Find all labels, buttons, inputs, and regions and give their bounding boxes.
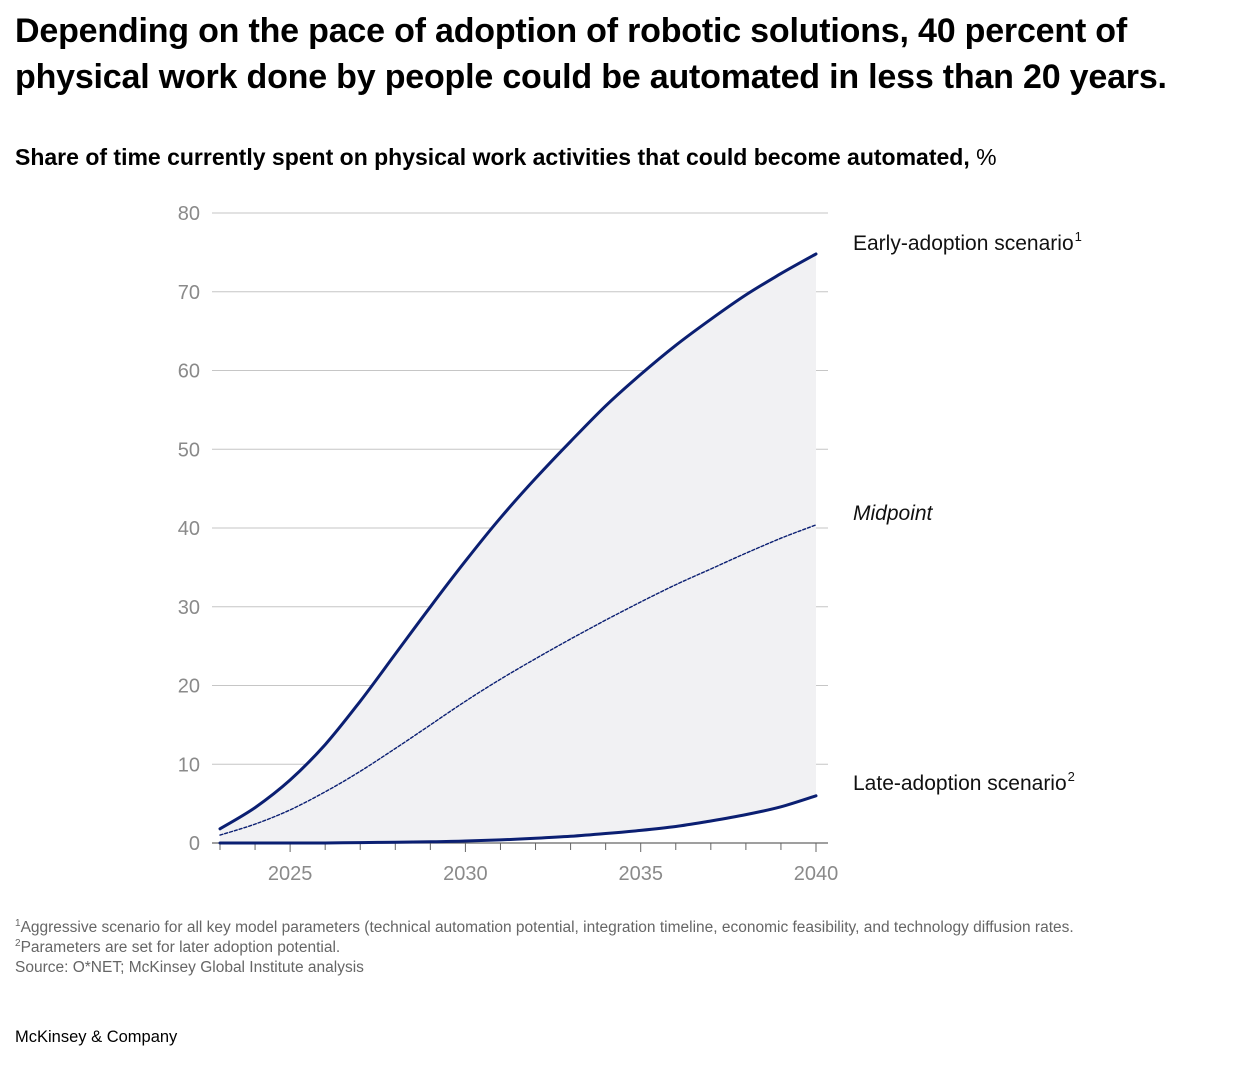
axes: 2025 2030 2035 2040 [212,842,839,885]
x-tick-label-2025: 2025 [268,863,313,885]
series-line-1 [219,524,817,836]
scenario-band [220,254,816,843]
y-tick-label-10: 10 [178,754,200,776]
series-line-2 [218,794,818,845]
series-label-text-0: Early-adoption scenario [853,232,1074,255]
chart-subtitle: Share of time currently spent on physica… [15,142,997,172]
y-tick-label-50: 50 [178,439,200,461]
brand-footer: McKinsey & Company [15,1028,178,1046]
series-line-0 [218,252,818,831]
series-label-1: Midpoint [853,502,934,525]
y-tick-label-70: 70 [178,282,200,304]
series-labels: Early-adoption scenario1 Midpoint Late-ado… [853,229,1082,795]
series-label-sup-2: 2 [1068,769,1075,784]
y-tick-label-30: 30 [178,597,200,619]
series-label-text-1: Midpoint [853,502,934,525]
headline: Depending on the pace of adoption of rob… [15,12,1167,96]
y-tick-label-60: 60 [178,361,200,383]
series-label-0: Early-adoption scenario1 [853,229,1082,255]
x-tick-label-2030: 2030 [443,863,488,885]
y-tick-label-80: 80 [178,203,200,225]
series-label-text-2: Late-adoption scenario [853,772,1067,795]
source-note: Source: O*NET; McKinsey Global Institute… [15,959,364,976]
x-tick-label-2040: 2040 [794,863,839,885]
footnote-1: 1Aggressive scenario for all key model p… [15,918,1074,937]
y-tick-label-0: 0 [189,833,200,855]
scenario-band-fill [220,254,816,843]
series-label-2: Late-adoption scenario2 [853,769,1075,795]
series-lines [218,252,818,845]
x-tick-label-2035: 2035 [618,863,663,885]
series-label-sup-0: 1 [1075,229,1082,244]
subtitle-text: Share of time currently spent on physica… [15,144,970,170]
y-tick-label-40: 40 [178,518,200,540]
footnotes: 1Aggressive scenario for all key model p… [15,918,1074,978]
y-tick-label-20: 20 [178,676,200,698]
subtitle-unit: % [976,144,997,170]
footnote-2: 2Parameters are set for later adoption p… [15,938,341,957]
